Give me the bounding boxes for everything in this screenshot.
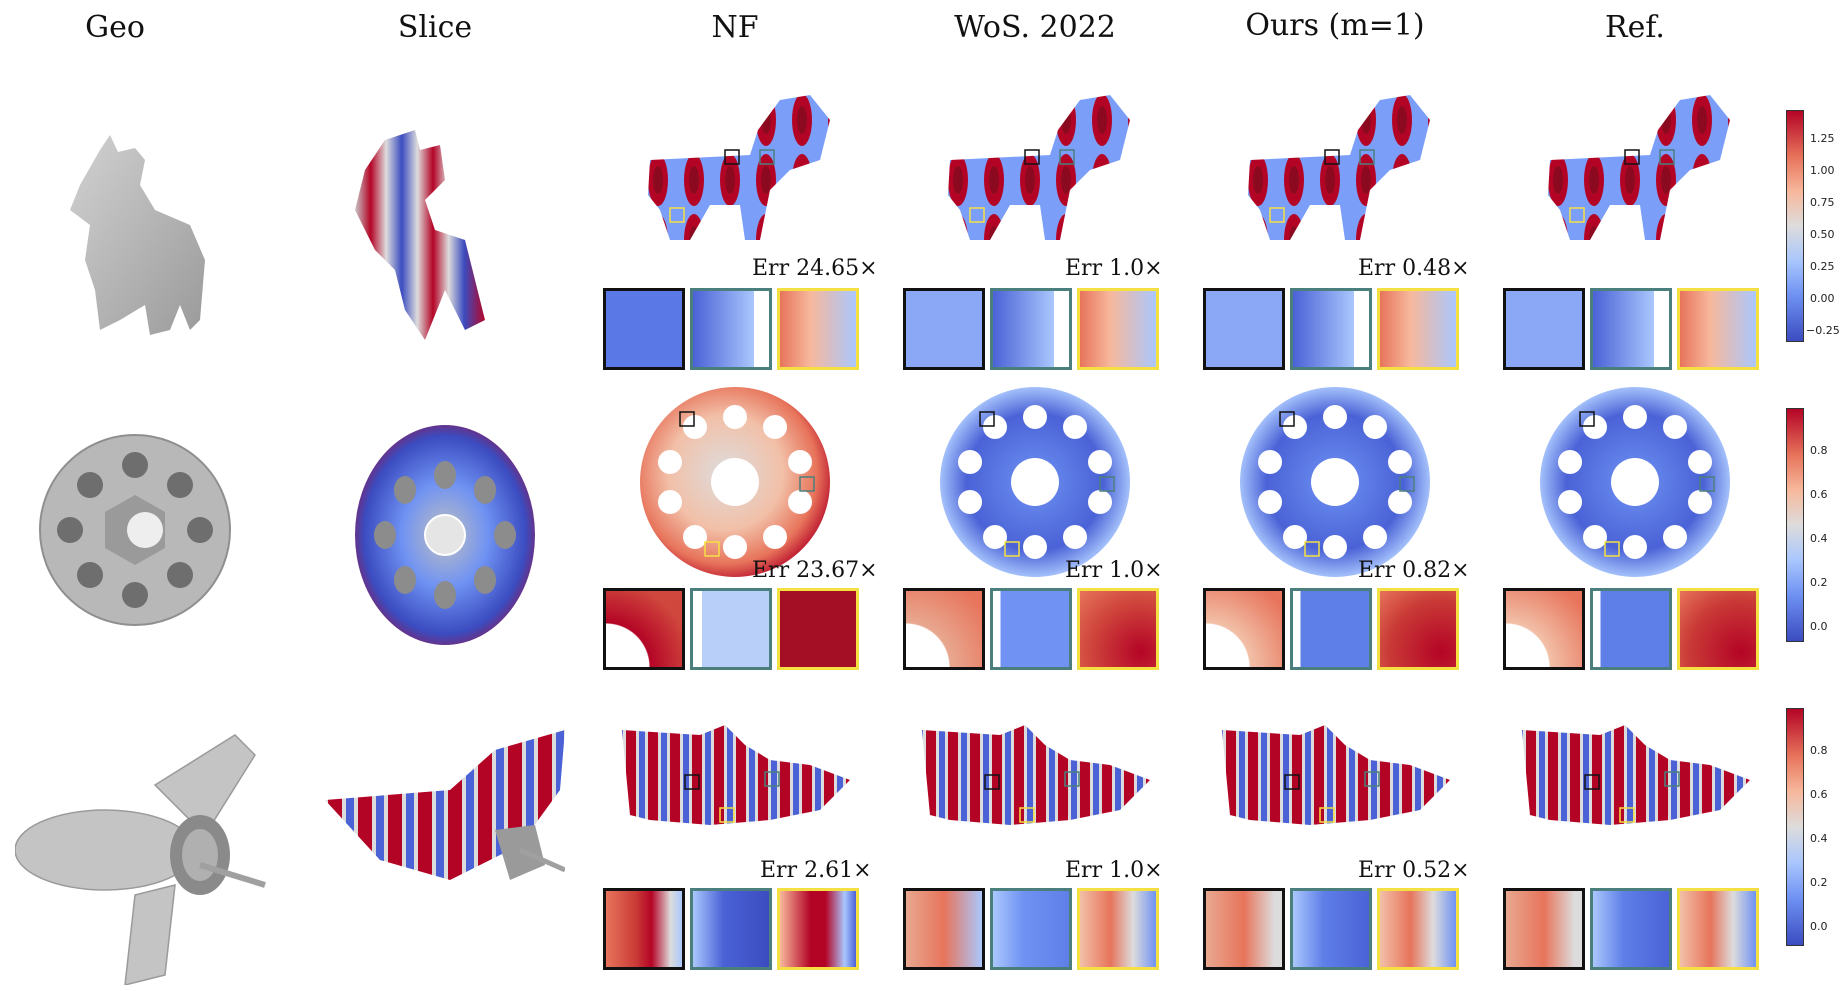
colorbar-tick: 0.6 — [1810, 488, 1828, 501]
ref-cow-field — [1548, 95, 1730, 240]
colorbar — [1786, 110, 1804, 342]
zoom-inset-teal — [1590, 588, 1672, 670]
nf-gear-field — [640, 387, 830, 577]
zoom-inset-teal — [1590, 288, 1672, 370]
zoom-inset-teal — [1290, 888, 1372, 970]
zoom-inset-black — [603, 588, 685, 670]
colorbar — [1786, 408, 1804, 642]
ours-gear-field — [1240, 387, 1430, 577]
colorbar-tick: 0.4 — [1810, 832, 1828, 845]
zoom-inset-yellow — [1677, 888, 1759, 970]
zoom-inset-black — [1203, 588, 1285, 670]
zoom-inset-yellow — [1377, 888, 1459, 970]
error-label: Err 1.0× — [1065, 256, 1163, 281]
colorbar-tick: 0.50 — [1810, 228, 1835, 241]
cow-geometry-render — [70, 135, 205, 335]
ref-rocket-field — [1522, 725, 1750, 825]
zoom-inset-yellow — [1377, 588, 1459, 670]
colorbar — [1786, 708, 1804, 946]
zoom-inset-teal — [690, 288, 772, 370]
zoom-inset-teal — [1290, 588, 1372, 670]
error-label: Err 24.65× — [752, 256, 878, 281]
column-header-ours: Ours (m=1) — [1245, 8, 1425, 43]
column-header-ref: Ref. — [1605, 10, 1665, 45]
error-label: Err 1.0× — [1065, 558, 1163, 583]
zoom-inset-black — [903, 888, 985, 970]
colorbar-tick: 1.00 — [1810, 164, 1835, 177]
colorbar-tick: 0.8 — [1810, 444, 1828, 457]
error-label: Err 0.48× — [1358, 256, 1470, 281]
zoom-inset-teal — [990, 288, 1072, 370]
error-label: Err 2.61× — [760, 858, 872, 883]
wos-gear-field — [940, 387, 1130, 577]
error-label: Err 1.0× — [1065, 858, 1163, 883]
zoom-inset-teal — [1290, 288, 1372, 370]
gear-slice-render — [355, 425, 535, 645]
zoom-inset-black — [1503, 588, 1585, 670]
zoom-inset-black — [1203, 288, 1285, 370]
colorbar-tick: 0.25 — [1810, 260, 1835, 273]
colorbar-tick: 0.2 — [1810, 576, 1828, 589]
zoom-inset-yellow — [1377, 288, 1459, 370]
zoom-inset-teal — [990, 588, 1072, 670]
zoom-inset-teal — [990, 888, 1072, 970]
zoom-inset-black — [603, 288, 685, 370]
zoom-inset-black — [1503, 888, 1585, 970]
zoom-inset-black — [1503, 288, 1585, 370]
rocket-slice-render — [325, 730, 565, 880]
zoom-inset-yellow — [777, 888, 859, 970]
colorbar-tick: −0.25 — [1806, 324, 1840, 337]
zoom-inset-yellow — [1077, 888, 1159, 970]
column-header-slice: Slice — [397, 10, 473, 45]
colorbar-tick: 0.0 — [1810, 620, 1828, 633]
nf-cow-field — [648, 95, 830, 240]
column-header-nf: NF — [711, 10, 759, 45]
zoom-inset-black — [903, 288, 985, 370]
nf-rocket-field — [622, 725, 850, 825]
zoom-inset-black — [903, 588, 985, 670]
zoom-inset-yellow — [1077, 588, 1159, 670]
cow-slice-render — [355, 130, 485, 340]
zoom-inset-yellow — [777, 588, 859, 670]
error-label: Err 0.52× — [1358, 858, 1470, 883]
colorbar-tick: 0.4 — [1810, 532, 1828, 545]
zoom-inset-yellow — [1677, 288, 1759, 370]
ref-gear-field — [1540, 387, 1730, 577]
wos-cow-field — [948, 95, 1130, 240]
column-header-wos: WoS. 2022 — [954, 10, 1116, 45]
zoom-inset-yellow — [777, 288, 859, 370]
zoom-inset-teal — [690, 888, 772, 970]
error-label: Err 0.82× — [1358, 558, 1470, 583]
zoom-inset-black — [603, 888, 685, 970]
zoom-inset-teal — [690, 588, 772, 670]
colorbar-tick: 0.0 — [1810, 920, 1828, 933]
rocket-geometry-render — [15, 734, 266, 985]
wos-rocket-field — [922, 725, 1150, 825]
colorbar-tick: 0.75 — [1810, 196, 1835, 209]
zoom-inset-yellow — [1677, 588, 1759, 670]
column-header-geo: Geo — [85, 10, 145, 45]
zoom-inset-black — [1203, 888, 1285, 970]
gear-geometry-render — [39, 434, 231, 626]
ours-rocket-field — [1222, 725, 1450, 825]
colorbar-tick: 0.2 — [1810, 876, 1828, 889]
colorbar-tick: 0.8 — [1810, 744, 1828, 757]
zoom-inset-yellow — [1077, 288, 1159, 370]
colorbar-tick: 0.00 — [1810, 292, 1835, 305]
colorbar-tick: 1.25 — [1810, 132, 1835, 145]
ours-cow-field — [1248, 95, 1430, 240]
error-label: Err 23.67× — [752, 558, 878, 583]
zoom-inset-teal — [1590, 888, 1672, 970]
colorbar-tick: 0.6 — [1810, 788, 1828, 801]
